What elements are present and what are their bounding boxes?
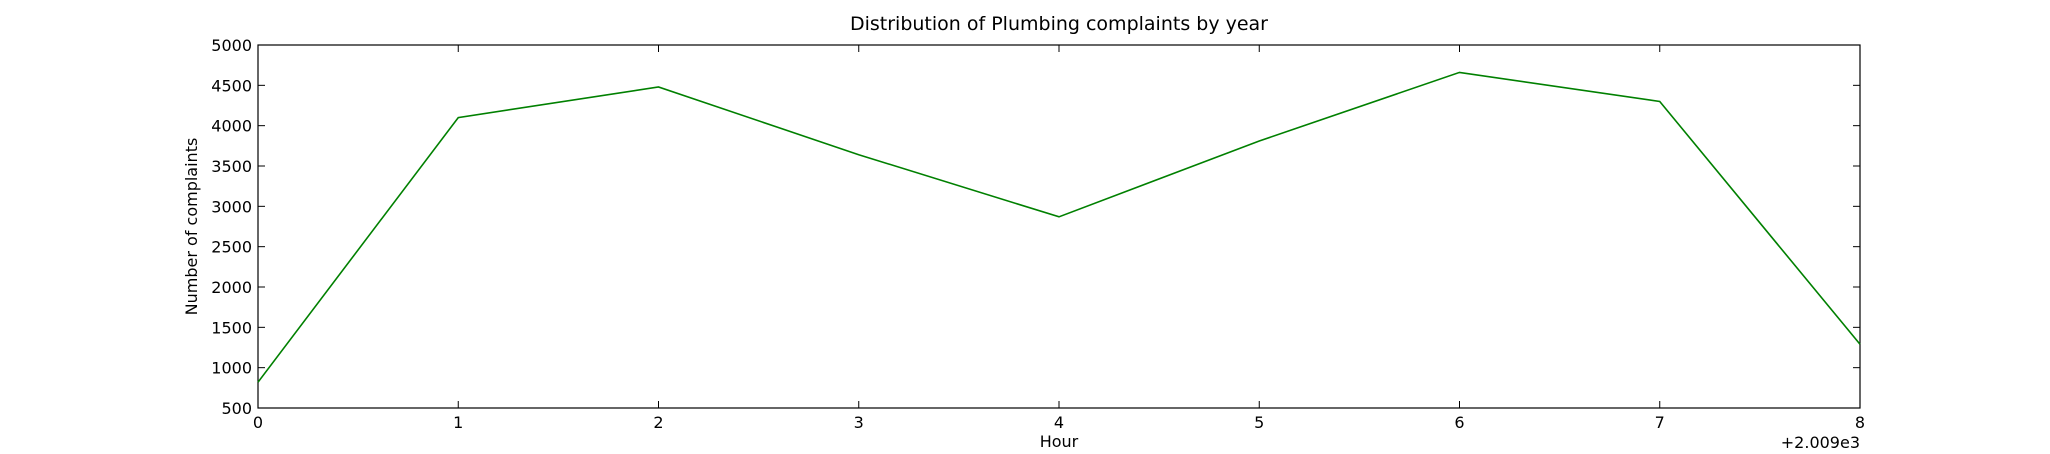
- x-tick-label: 8: [1855, 413, 1865, 432]
- x-tick-label: 5: [1254, 413, 1264, 432]
- y-tick-label: 2000: [211, 278, 252, 297]
- y-tick-label: 2500: [211, 238, 252, 257]
- y-tick-label: 1500: [211, 318, 252, 337]
- x-tick-label: 0: [253, 413, 263, 432]
- y-tick-label: 500: [221, 399, 252, 418]
- y-tick-label: 5000: [211, 36, 252, 55]
- y-tick-label: 3000: [211, 197, 252, 216]
- y-tick-label: 4500: [211, 76, 252, 95]
- y-tick-label: 3500: [211, 157, 252, 176]
- y-axis-label: Number of complaints: [182, 138, 201, 316]
- chart-title: Distribution of Plumbing complaints by y…: [850, 13, 1268, 35]
- x-tick-label: 3: [854, 413, 864, 432]
- y-tick-label: 1000: [211, 359, 252, 378]
- series-line: [257, 71, 1861, 383]
- x-tick-label: 4: [1054, 413, 1064, 432]
- x-tick-label: 2: [653, 413, 663, 432]
- x-tick-label: 6: [1454, 413, 1464, 432]
- plot-frame: [257, 44, 1861, 409]
- x-axis-offset-label: +2.009e3: [1781, 433, 1860, 450]
- x-tick-label: 1: [453, 413, 463, 432]
- x-tick-label: 7: [1655, 413, 1665, 432]
- y-tick-label: 4000: [211, 117, 252, 136]
- x-axis-label: Hour: [1040, 432, 1079, 450]
- plot-area: 0 1 2 3 4 5 6 7 8 500 1000 1500 2000 2500 3000 3500 4000…: [211, 36, 1865, 432]
